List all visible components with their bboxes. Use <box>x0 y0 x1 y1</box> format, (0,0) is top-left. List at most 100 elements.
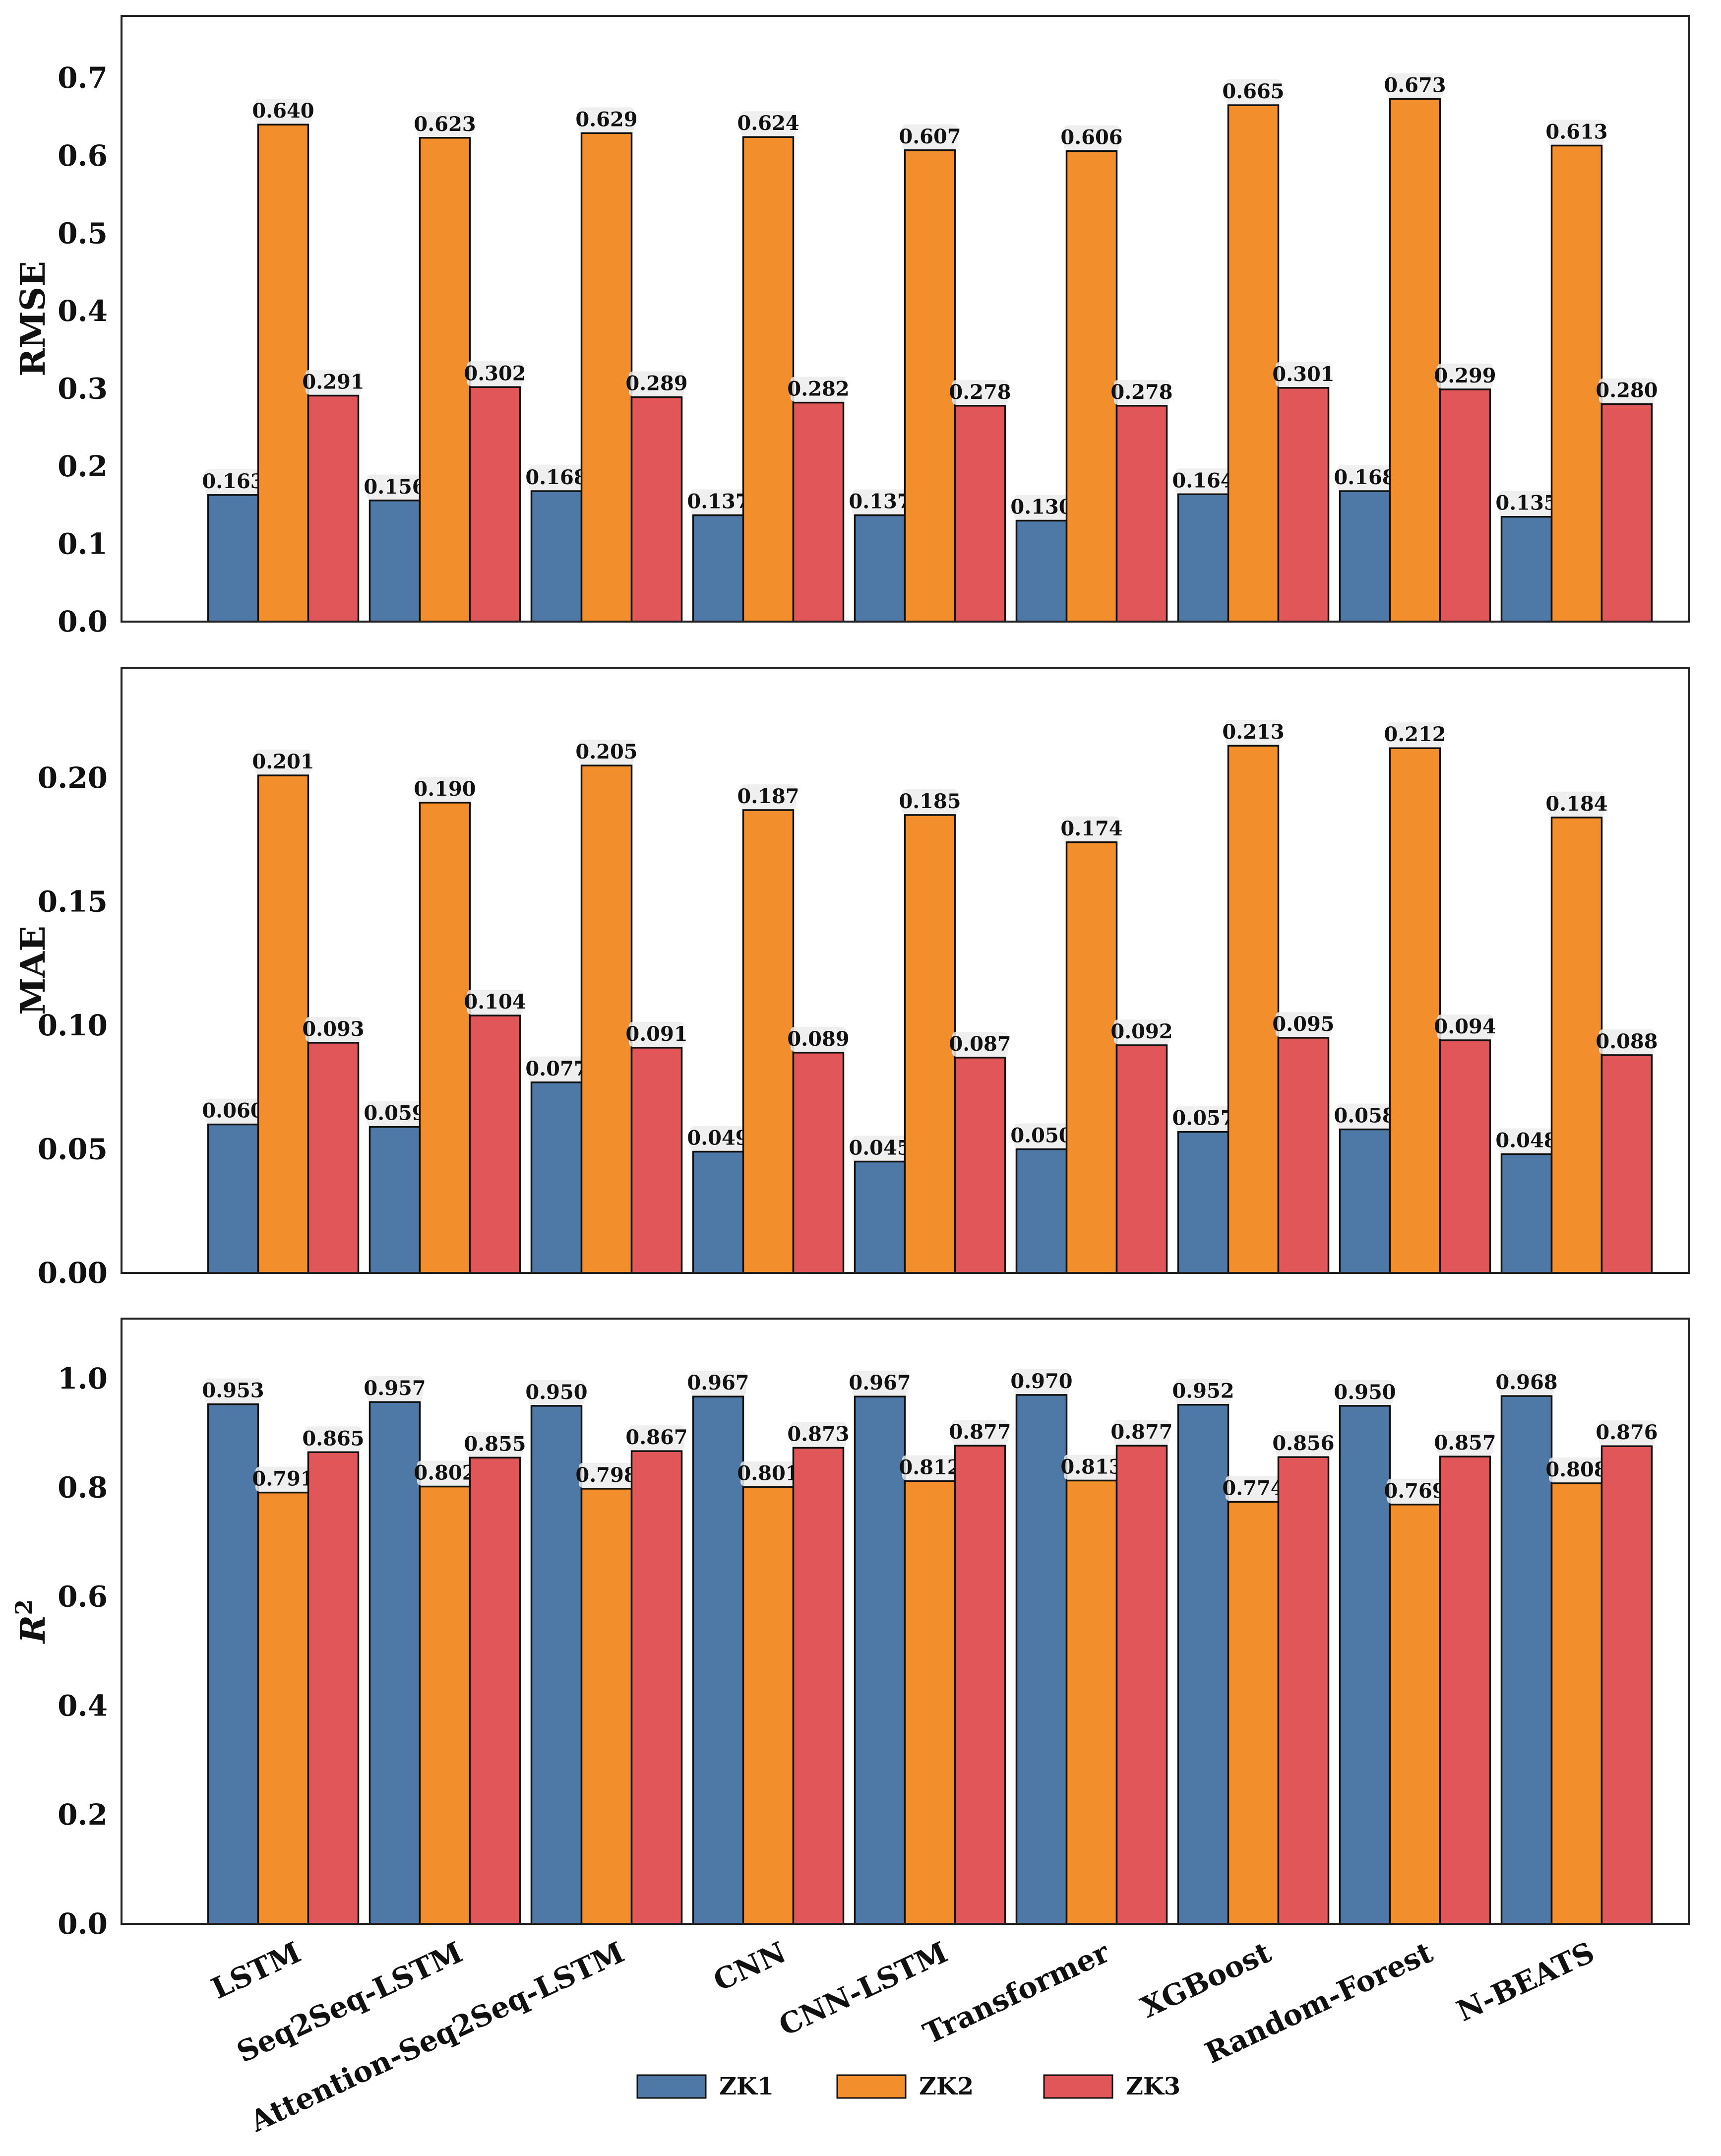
mae-data-label: 0.094 <box>1434 1015 1496 1038</box>
mae-data-label-box <box>1437 1014 1493 1039</box>
mae-data-label-box <box>367 1101 423 1126</box>
rmse-data-label-box <box>791 377 846 402</box>
mae-bar-zk1 <box>530 1081 583 1274</box>
r2-bar-zk2 <box>1227 1501 1280 1925</box>
mae-y-tick-label: 0.15 <box>38 885 108 919</box>
mae-data-label: 0.095 <box>1272 1013 1334 1036</box>
mae-y-tick-label: 0.00 <box>38 1256 108 1290</box>
r2-bar-zk1 <box>1015 1394 1068 1925</box>
mae-data-label: 0.205 <box>575 740 637 763</box>
mae-y-axis: 0.00 0.05 0.10 0.15 0.20 <box>38 761 108 1290</box>
r2-y-tick-label: 0.4 <box>58 1689 108 1722</box>
r2-data-label-box <box>205 1378 261 1403</box>
legend-label-zk2: ZK2 <box>919 2073 974 2100</box>
rmse-data-label-box <box>255 99 311 124</box>
mae-data-label-box <box>1599 1029 1655 1054</box>
mae-data-label: 0.059 <box>364 1102 426 1125</box>
rmse-bar-zk3 <box>1277 387 1330 623</box>
r2-data-label: 0.855 <box>464 1432 526 1456</box>
r2-bar-zk2 <box>1550 1482 1603 1925</box>
mae-bar-zk2 <box>257 774 309 1274</box>
mae-data-label: 0.201 <box>252 750 314 773</box>
rmse-bar-zk1 <box>530 490 583 623</box>
mae-bar-zk3 <box>954 1057 1006 1274</box>
r2-data-label-box <box>690 1371 746 1396</box>
rmse-bar-zk3 <box>1439 388 1491 623</box>
rmse-data-label: 0.156 <box>364 475 426 499</box>
mae-bar-zk3 <box>1115 1044 1168 1274</box>
rmse-data-label: 0.673 <box>1384 73 1446 97</box>
r2-bar-zk1 <box>207 1403 259 1925</box>
mae-data-label: 0.184 <box>1545 792 1607 816</box>
r2-bar-zk3 <box>954 1445 1006 1925</box>
r2-data-label: 0.953 <box>202 1379 264 1402</box>
rmse-y-tick-label: 0.1 <box>58 527 108 561</box>
r2-data-label-box <box>255 1466 311 1492</box>
rmse-data-label: 0.163 <box>202 470 264 493</box>
legend-swatch-zk2 <box>836 2074 907 2099</box>
rmse-bar-zk3 <box>630 396 683 623</box>
mae-data-label-box <box>255 750 311 775</box>
rmse-y-tick-label: 0.3 <box>58 372 108 405</box>
rmse-bar-zk3 <box>792 401 845 623</box>
rmse-data-label: 0.291 <box>302 370 364 393</box>
rmse-y-tick-label: 0.2 <box>58 449 108 483</box>
r2-data-label-box <box>1599 1420 1655 1446</box>
mae-data-label: 0.050 <box>1010 1124 1072 1147</box>
r2-data-label-box <box>367 1376 423 1401</box>
mae-bar-zk2 <box>904 814 956 1274</box>
rmse-data-label: 0.606 <box>1060 126 1122 149</box>
mae-data-label-box <box>529 1056 584 1081</box>
mae-bar-zk1 <box>692 1150 744 1274</box>
mae-data-label: 0.104 <box>464 990 526 1014</box>
mae-data-label: 0.174 <box>1060 817 1122 840</box>
rmse-data-label-box <box>1499 491 1554 516</box>
rmse-data-label: 0.164 <box>1172 469 1234 492</box>
rmse-data-label: 0.168 <box>1334 466 1396 489</box>
r2-y-tick-label: 0.2 <box>58 1798 108 1832</box>
r2-data-label-box <box>1499 1370 1554 1395</box>
rmse-bar-zk3 <box>1600 403 1653 623</box>
mae-bar-zk1 <box>207 1123 259 1274</box>
rmse-y-tick-label: 0.6 <box>58 139 108 173</box>
r2-bar-zk3 <box>792 1447 845 1925</box>
rmse-bar-zk2 <box>257 124 309 623</box>
rmse-bar-zk2 <box>904 149 956 623</box>
rmse-data-label: 0.624 <box>737 112 799 135</box>
rmse-bar-zk2 <box>419 137 471 623</box>
r2-data-label: 0.802 <box>414 1461 476 1485</box>
mae-bar-zk3 <box>792 1052 845 1274</box>
mae-bar-zk3 <box>630 1047 683 1274</box>
r2-data-label-box <box>1175 1379 1231 1404</box>
r2-bars: 0.953 0.791 0.865 0.957 0.802 0.855 0.950 0.798… <box>202 1369 1658 1925</box>
rmse-data-label: 0.137 <box>687 490 749 513</box>
mae-data-label-box <box>1064 816 1119 841</box>
rmse-bar-zk2 <box>580 132 633 623</box>
r2-y-axis-label: R2 <box>10 1599 53 1645</box>
mae-data-label: 0.087 <box>949 1032 1011 1056</box>
r2-data-label: 0.952 <box>1172 1380 1234 1403</box>
mae-data-label-box <box>1114 1019 1169 1044</box>
rmse-data-label-box <box>629 371 684 396</box>
r2-data-label: 0.856 <box>1272 1432 1334 1455</box>
r2-panel: 0.953 0.791 0.865 0.957 0.802 0.855 0.950 0.798… <box>10 1318 1690 1941</box>
r2-bar-zk2 <box>1065 1479 1118 1925</box>
rmse-bar-zk3 <box>469 386 521 623</box>
mae-data-label: 0.089 <box>787 1027 849 1051</box>
rmse-bar-zk1 <box>207 494 259 623</box>
r2-bar-zk1 <box>1339 1405 1391 1925</box>
rmse-data-label-box <box>1337 465 1393 491</box>
r2-data-label: 0.801 <box>737 1462 799 1485</box>
rmse-data-label-box <box>467 361 523 386</box>
r2-data-label-box <box>1276 1431 1331 1457</box>
rmse-bar-zk1 <box>1015 519 1068 623</box>
mae-bar-zk2 <box>419 802 471 1274</box>
rmse-data-label: 0.623 <box>414 113 476 136</box>
r2-bar-zk1 <box>530 1405 583 1925</box>
rmse-y-tick-label: 0.4 <box>58 294 108 328</box>
rmse-data-label-box <box>1599 378 1655 403</box>
mae-data-label-box <box>417 776 473 802</box>
rmse-data-label: 0.278 <box>949 380 1011 404</box>
rmse-plot-frame <box>121 15 1690 623</box>
rmse-data-label: 0.168 <box>525 466 587 489</box>
